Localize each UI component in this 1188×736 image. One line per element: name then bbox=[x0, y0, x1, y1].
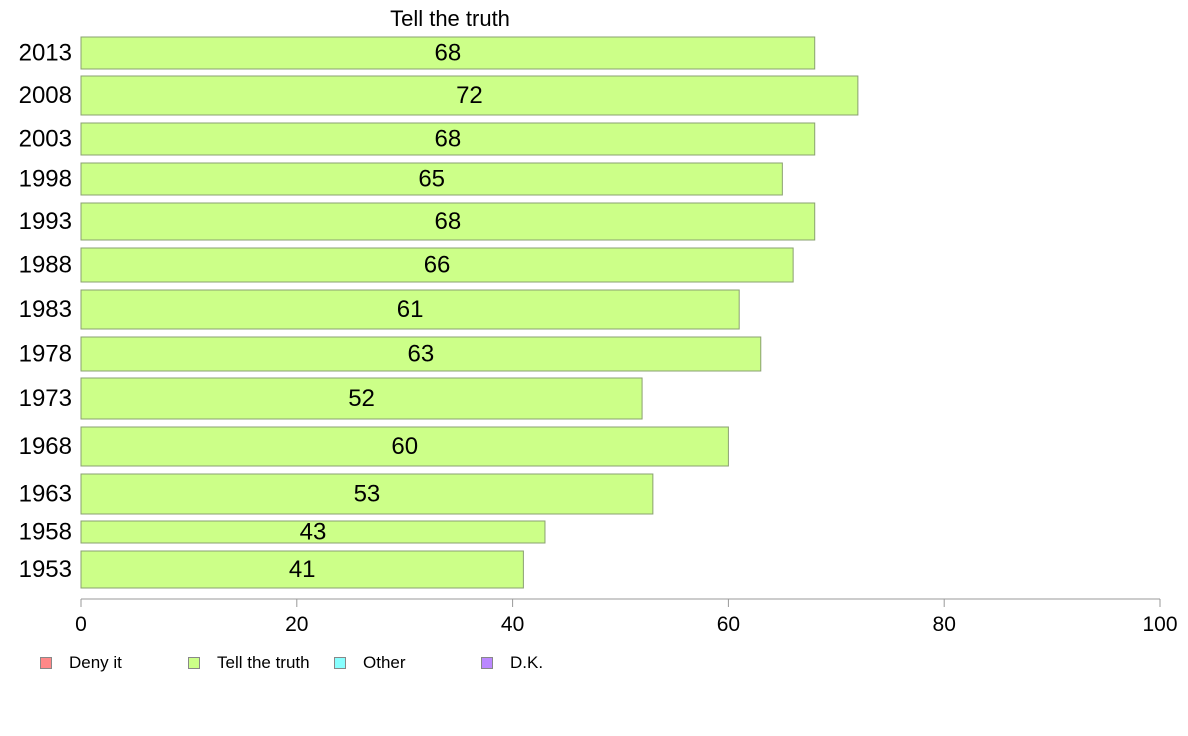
x-axis: 0 20 40 60 80 100 bbox=[75, 598, 1178, 636]
bar-2003 bbox=[80, 122, 816, 156]
x-tick-label-60: 60 bbox=[717, 613, 740, 636]
category-label-1998: 1998 bbox=[19, 166, 72, 193]
bar-value-label-1958: 43 bbox=[300, 519, 327, 546]
legend-swatch-tell-the-truth bbox=[188, 657, 200, 669]
bar-1993 bbox=[80, 202, 816, 241]
bar-1953 bbox=[80, 550, 524, 589]
bar-2008 bbox=[80, 75, 859, 116]
legend-item-tell-the-truth: Tell the truth bbox=[188, 651, 310, 675]
bar-value-label-1963: 53 bbox=[354, 481, 381, 508]
bar-value-label-1978: 63 bbox=[408, 341, 435, 368]
bar-value-label-1988: 66 bbox=[424, 252, 451, 279]
category-label-1978: 1978 bbox=[19, 341, 72, 368]
x-tick-label-40: 40 bbox=[501, 613, 524, 636]
x-tick-label-80: 80 bbox=[933, 613, 956, 636]
bars-group: 68 2013 72 2008 68 2003 65 1998 68 1993 66 1988 61 19… bbox=[19, 36, 859, 589]
bar-value-label-1953: 41 bbox=[289, 556, 316, 583]
legend-item-dk: D.K. bbox=[481, 651, 543, 675]
bar-value-label-1998: 65 bbox=[418, 166, 445, 193]
legend: Deny it Tell the truth Other D.K. bbox=[40, 651, 740, 675]
category-label-1988: 1988 bbox=[19, 252, 72, 279]
category-label-2013: 2013 bbox=[19, 40, 72, 67]
x-tick-label-0: 0 bbox=[75, 613, 87, 636]
legend-label-other: Other bbox=[363, 653, 406, 672]
bar-value-label-2008: 72 bbox=[456, 82, 483, 109]
x-tick-label-20: 20 bbox=[285, 613, 308, 636]
chart-title: Tell the truth bbox=[390, 6, 510, 31]
bar-1973 bbox=[80, 377, 643, 420]
bar-1978 bbox=[80, 336, 762, 372]
bar-1958 bbox=[80, 520, 546, 544]
legend-item-other: Other bbox=[334, 651, 406, 675]
legend-swatch-deny-it bbox=[40, 657, 52, 669]
bar-value-label-2003: 68 bbox=[435, 126, 462, 153]
bar-value-label-1968: 60 bbox=[391, 433, 418, 460]
legend-swatch-dk bbox=[481, 657, 493, 669]
category-label-1958: 1958 bbox=[19, 519, 72, 546]
bar-value-label-1993: 68 bbox=[435, 208, 462, 235]
category-label-1973: 1973 bbox=[19, 385, 72, 412]
category-label-1953: 1953 bbox=[19, 556, 72, 583]
category-label-2008: 2008 bbox=[19, 82, 72, 109]
bar-1963 bbox=[80, 473, 654, 515]
category-label-1968: 1968 bbox=[19, 433, 72, 460]
bar-1988 bbox=[80, 247, 794, 283]
bar-value-label-2013: 68 bbox=[435, 40, 462, 67]
bar-value-label-1983: 61 bbox=[397, 296, 424, 323]
category-label-2003: 2003 bbox=[19, 126, 72, 153]
legend-swatch-other bbox=[334, 657, 346, 669]
bar-1968 bbox=[80, 426, 729, 467]
legend-label-dk: D.K. bbox=[510, 653, 544, 672]
legend-item-deny-it: Deny it bbox=[40, 651, 122, 675]
bar-1998 bbox=[80, 162, 783, 196]
legend-label-tell-the-truth: Tell the truth bbox=[217, 653, 310, 672]
bar-value-label-1973: 52 bbox=[348, 385, 375, 412]
legend-label-deny-it: Deny it bbox=[69, 653, 122, 672]
category-label-1963: 1963 bbox=[19, 481, 72, 508]
bar-1983 bbox=[80, 289, 740, 330]
x-tick-label-100: 100 bbox=[1142, 613, 1177, 636]
bar-chart: Tell the truth 6820137220086820036519986… bbox=[19, 6, 1178, 636]
bar-2013 bbox=[80, 36, 816, 70]
category-label-1983: 1983 bbox=[19, 296, 72, 323]
category-label-1993: 1993 bbox=[19, 208, 72, 235]
